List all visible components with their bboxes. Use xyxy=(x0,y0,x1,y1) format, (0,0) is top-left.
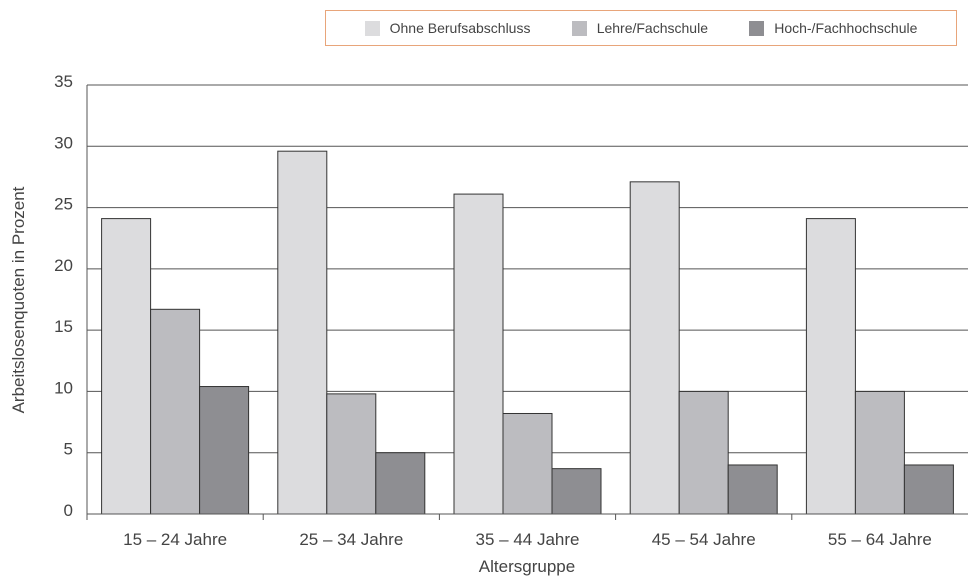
y-tick-label-10: 10 xyxy=(54,378,73,397)
x-tick-label-5: 55 – 64 Jahre xyxy=(828,530,932,549)
y-tick-label-30: 30 xyxy=(54,133,73,152)
legend-label-lehre-fachschule: Lehre/Fachschule xyxy=(596,20,708,36)
bar-ohne-berufsabschluss-5 xyxy=(805,218,856,515)
bar-lehre-fachschule-1 xyxy=(150,308,201,515)
bar-lehre-fachschule-4 xyxy=(678,390,729,515)
axes xyxy=(86,85,968,520)
y-axis-title: Arbeitslosenquoten in Prozent xyxy=(9,186,28,413)
bar-ohne-berufsabschluss-4 xyxy=(629,181,680,515)
legend-label-hochschule: Hoch-/Fachhochschule xyxy=(774,20,918,36)
bar-ohne-berufsabschluss-1 xyxy=(101,218,152,515)
legend-swatch-lehre-fachschule xyxy=(571,20,587,36)
legend-item-ohne-berufsabschluss: Ohne Berufsabschluss xyxy=(364,20,531,36)
legend-item-lehre-fachschule: Lehre/Fachschule xyxy=(571,20,708,36)
x-tick-labels: 15 – 24 Jahre 25 – 34 Jahre 35 – 44 Jahre 4… xyxy=(123,514,932,549)
y-tick-labels: 0 5 10 15 20 25 30 35 xyxy=(54,72,73,520)
y-tick-label-5: 5 xyxy=(64,440,73,459)
bar-ohne-berufsabschluss-2 xyxy=(277,150,328,515)
y-tick-label-25: 25 xyxy=(54,195,73,214)
bar-lehre-fachschule-3 xyxy=(502,412,553,515)
legend-swatch-ohne-berufsabschluss xyxy=(364,20,380,36)
bar-hoch-fachhochschule-3 xyxy=(551,468,602,515)
bar-lehre-fachschule-2 xyxy=(326,393,377,515)
bars xyxy=(101,150,954,515)
y-tick-label-20: 20 xyxy=(54,256,73,275)
chart-legend: Ohne Berufsabschluss Lehre/Fachschule Ho… xyxy=(325,10,957,46)
y-tick-label-15: 15 xyxy=(54,317,73,336)
bar-hoch-fachhochschule-2 xyxy=(375,452,426,515)
y-tick-label-35: 35 xyxy=(54,72,73,91)
bar-hoch-fachhochschule-5 xyxy=(903,464,954,515)
legend-label-ohne-berufsabschluss: Ohne Berufsabschluss xyxy=(389,20,531,36)
bar-ohne-berufsabschluss-3 xyxy=(453,193,504,515)
x-axis-title: Altersgruppe xyxy=(479,557,575,576)
bar-hoch-fachhochschule-1 xyxy=(199,386,250,515)
legend-swatch-hochschule xyxy=(749,20,765,36)
y-tick-label-0: 0 xyxy=(64,501,73,520)
x-tick-label-1: 15 – 24 Jahre xyxy=(123,530,227,549)
x-tick-label-3: 35 – 44 Jahre xyxy=(476,530,580,549)
bar-hoch-fachhochschule-4 xyxy=(727,464,778,515)
legend-item-hochschule: Hoch-/Fachhochschule xyxy=(749,20,917,36)
x-tick-label-4: 45 – 54 Jahre xyxy=(652,530,756,549)
x-tick-label-2: 25 – 34 Jahre xyxy=(299,530,403,549)
bar-lehre-fachschule-5 xyxy=(854,390,905,515)
